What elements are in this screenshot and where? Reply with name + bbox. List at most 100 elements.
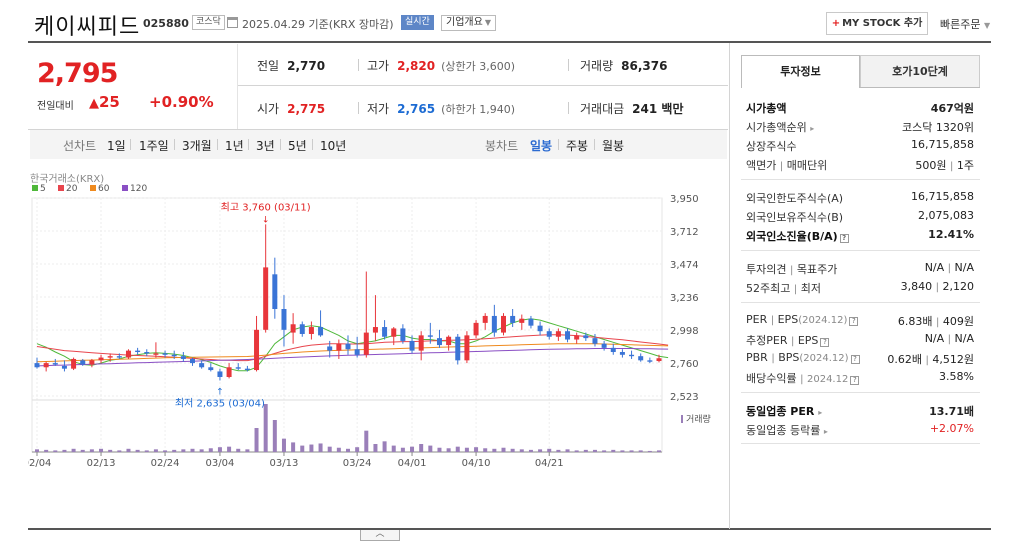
add-mystock-button[interactable]: + MY STOCK 추가 bbox=[826, 12, 928, 35]
industry-rate-link[interactable]: 동일업종 등락률 ▸ bbox=[746, 422, 828, 438]
volume-bar bbox=[391, 445, 396, 452]
candle-body bbox=[153, 353, 159, 355]
collapse-toggle[interactable]: ︿ bbox=[360, 530, 400, 541]
label: 52주최고 | 최저 bbox=[746, 282, 821, 295]
price-chart[interactable]: 한국거래소(KRX)5 20 60 120 3,950 3,712 3,474 3,236 2,… bbox=[28, 164, 728, 494]
label: PBR | BPS(2024.12)? bbox=[746, 351, 860, 364]
volume-legend-swatch bbox=[681, 415, 683, 423]
candle-body bbox=[482, 315, 488, 323]
value: 467억원 bbox=[930, 102, 974, 115]
tab-orderbook-10[interactable]: 호가10단계 bbox=[860, 55, 980, 88]
ma-legend-label: 20 bbox=[66, 184, 78, 194]
label: 추정PER | EPS? bbox=[746, 332, 830, 348]
row-listed-shares: 상장주식수 16,715,858 bbox=[746, 138, 974, 154]
volume-bar bbox=[208, 448, 213, 452]
candle-body bbox=[162, 353, 168, 355]
quote-label: 고가 bbox=[367, 59, 390, 73]
volume-bar bbox=[245, 449, 250, 452]
tab-5year[interactable]: 5년 bbox=[288, 139, 307, 153]
volume-bar bbox=[153, 449, 158, 452]
divider bbox=[358, 102, 359, 114]
y-tick-label: 2,523 bbox=[670, 392, 699, 403]
candle-body bbox=[427, 335, 433, 337]
label: 투자의견 | 목표주가 bbox=[746, 263, 838, 276]
div-label: 배당수익률 bbox=[746, 372, 797, 385]
tab-invest-info[interactable]: 투자정보 bbox=[741, 55, 860, 88]
ratio-label: 외국인소진율(B/A) bbox=[746, 230, 838, 243]
volume-bar bbox=[144, 450, 149, 452]
chart-source: 한국거래소(KRX) bbox=[30, 173, 104, 185]
value: +2.07% bbox=[929, 422, 974, 435]
candle-body bbox=[144, 352, 150, 354]
tab-3year[interactable]: 3년 bbox=[256, 139, 275, 153]
invest-info-panel: 투자정보 호가10단계 시가총액 467억원 시가총액순위 ▸ 코스닥 1320… bbox=[729, 43, 991, 529]
candle-body bbox=[546, 331, 552, 337]
tab-daily[interactable]: 일봉 bbox=[530, 139, 553, 153]
tab-10year[interactable]: 10년 bbox=[320, 139, 347, 153]
company-overview-label: 기업개요 bbox=[446, 17, 483, 28]
par-value: 500원 bbox=[915, 159, 947, 172]
volume-bar bbox=[474, 447, 479, 452]
chevron-right-icon: ▸ bbox=[810, 124, 815, 133]
bottom-divider bbox=[28, 528, 991, 530]
candle-body bbox=[180, 356, 186, 359]
candle-body bbox=[226, 367, 232, 377]
industry-per-link[interactable]: 동일업종 PER ▸ bbox=[746, 403, 822, 419]
quote-value: 2,775 bbox=[287, 102, 326, 116]
w52-low-value: 2,120 bbox=[942, 280, 975, 293]
row-foreign-hold: 외국인보유주식수(B) 2,075,083 bbox=[746, 209, 974, 225]
est-per-label: 추정PER bbox=[746, 334, 788, 347]
candle-body bbox=[656, 358, 662, 362]
x-tick-label: 02/04 bbox=[28, 458, 51, 469]
candle-body bbox=[638, 356, 644, 361]
help-icon[interactable]: ? bbox=[820, 338, 830, 347]
divider bbox=[237, 44, 238, 129]
candle-body bbox=[61, 365, 67, 369]
par-label: 액면가 bbox=[746, 159, 777, 172]
volume-bar bbox=[336, 447, 341, 452]
y-tick-label: 3,236 bbox=[670, 293, 699, 304]
candle-body bbox=[601, 343, 607, 348]
tab-1day[interactable]: 1일 bbox=[107, 139, 126, 153]
w52-high-label: 52주최고 bbox=[746, 282, 791, 295]
quote-value: 241 백만 bbox=[632, 102, 684, 116]
per-label: PER bbox=[746, 313, 768, 326]
tab-weekly[interactable]: 주봉 bbox=[566, 139, 589, 153]
ma-legend-label: 120 bbox=[130, 184, 147, 194]
tab-1week[interactable]: 1주일 bbox=[139, 139, 169, 153]
help-icon[interactable]: ? bbox=[850, 376, 860, 385]
volume-bar bbox=[309, 444, 314, 452]
realtime-button[interactable]: 실시간 bbox=[401, 15, 434, 30]
rank-link[interactable]: 시가총액순위 ▸ bbox=[746, 119, 814, 135]
market-badge: 코스닥 bbox=[192, 15, 225, 30]
help-icon[interactable]: ? bbox=[850, 355, 860, 364]
help-icon[interactable]: ? bbox=[839, 234, 849, 243]
w52-high-value: 3,840 bbox=[900, 280, 933, 293]
high-annotation: 최고 3,760 (03/11) bbox=[221, 201, 311, 213]
chevron-down-icon: ▼ bbox=[983, 21, 991, 30]
candle-body bbox=[528, 318, 534, 326]
tab-line-chart[interactable]: 선차트 bbox=[63, 139, 97, 153]
candle-body bbox=[71, 358, 77, 369]
label: 외국인한도주식수(A) bbox=[746, 192, 844, 205]
help-icon[interactable]: ? bbox=[849, 317, 859, 326]
volume-bar bbox=[638, 450, 643, 452]
tab-1year[interactable]: 1년 bbox=[225, 139, 244, 153]
volume-bar bbox=[556, 449, 561, 452]
est-eps-label: EPS bbox=[797, 334, 819, 347]
row-52week: 52주최고 | 최저 3,840 | 2,120 bbox=[746, 280, 974, 296]
quote-high: 고가 2,820 (상한가 3,600) bbox=[367, 57, 515, 74]
tab-monthly[interactable]: 월봉 bbox=[602, 139, 625, 153]
candle-body bbox=[254, 329, 260, 371]
tab-candle-chart[interactable]: 봉차트 bbox=[485, 139, 519, 153]
y-tick-label: 3,712 bbox=[670, 227, 699, 238]
quick-order-menu[interactable]: 빠른주문 ▼ bbox=[940, 16, 990, 32]
company-overview-select[interactable]: 기업개요 ▼ bbox=[441, 15, 496, 31]
label: 상장주식수 bbox=[746, 140, 797, 153]
volume-bar bbox=[373, 444, 378, 452]
plot-area bbox=[31, 197, 663, 453]
opinion-value: N/A bbox=[924, 261, 945, 274]
tab-3month[interactable]: 3개월 bbox=[182, 139, 212, 153]
ma-line bbox=[36, 343, 669, 363]
label: 동일업종 등락률 bbox=[746, 424, 821, 437]
